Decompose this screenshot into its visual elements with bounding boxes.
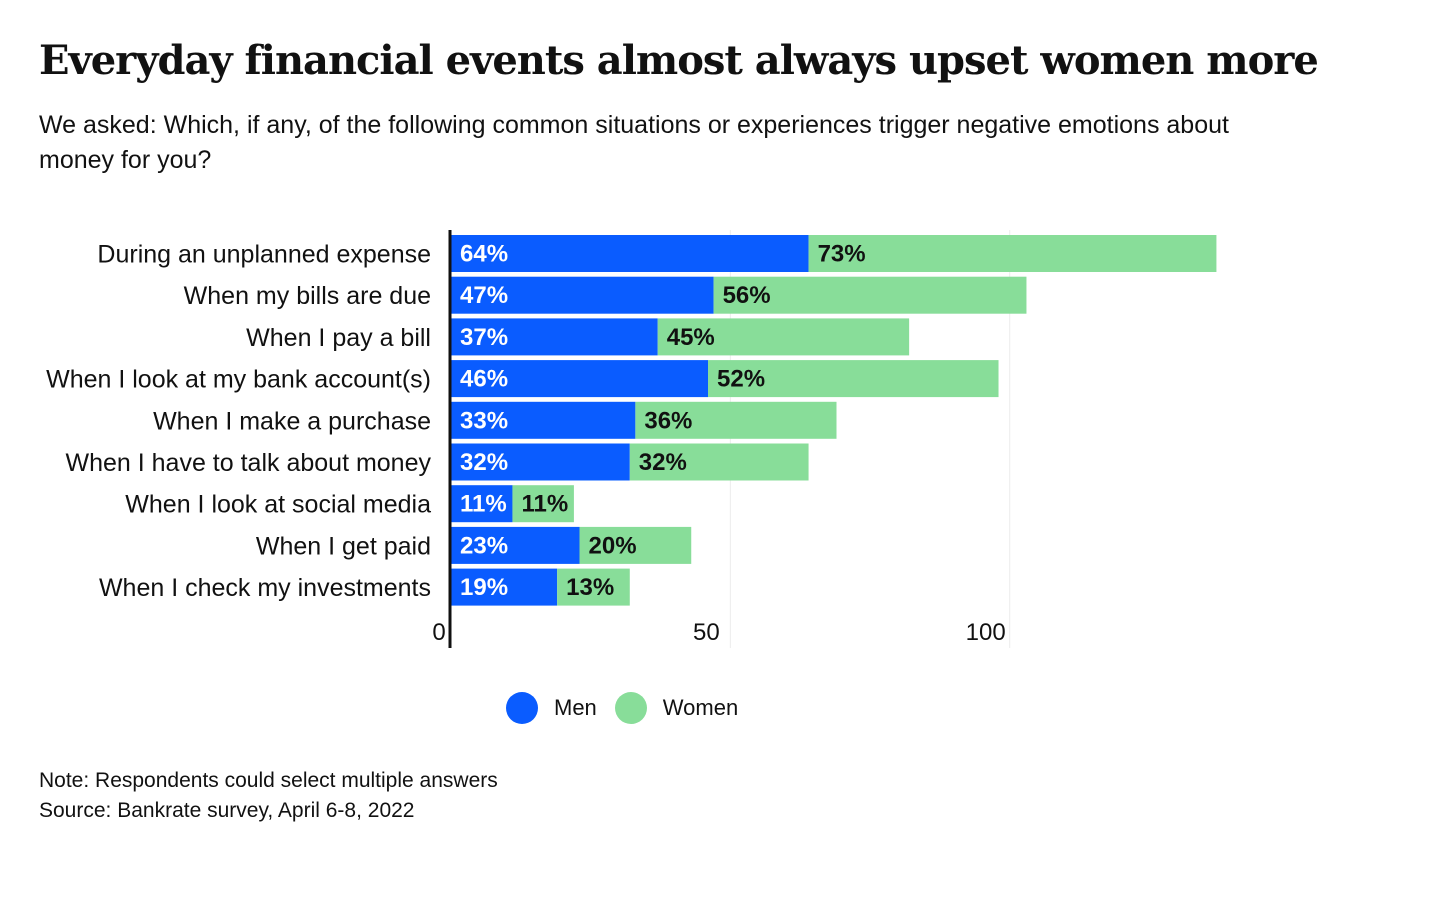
bar-men — [451, 401, 636, 439]
legend-swatch-women — [614, 692, 647, 724]
data-label-men: 32% — [460, 449, 508, 476]
legend-label-men: Men — [554, 695, 597, 720]
bar-men — [451, 276, 714, 314]
category-label: When I check my investments — [99, 574, 431, 602]
category-label: During an unplanned expense — [97, 241, 431, 269]
data-label-men: 47% — [460, 282, 508, 309]
legend: Men Women — [506, 692, 756, 724]
data-label-men: 64% — [460, 241, 508, 268]
data-label-women: 13% — [566, 574, 614, 601]
x-tick-label: 50 — [693, 619, 720, 646]
category-labels: During an unplanned expense When my bills… — [46, 241, 431, 603]
x-tick-label: 100 — [966, 619, 1006, 646]
category-label: When I look at my bank account(s) — [46, 366, 431, 394]
bar-men — [451, 360, 709, 398]
stacked-bar-chart: 64% 73% 47% 56% 37% 45% 46% 52% 33% 36% 32% 32% 11% 1… — [46, 230, 1217, 648]
bar-women — [808, 235, 1217, 272]
bar-women — [713, 276, 1027, 314]
data-label-women: 56% — [723, 282, 771, 309]
data-label-women: 73% — [818, 241, 866, 268]
legend-item-women: Women — [614, 692, 739, 724]
bar-women — [657, 318, 910, 356]
data-label-men: 19% — [460, 574, 508, 601]
data-label-men: 37% — [460, 324, 508, 351]
bar-women — [629, 443, 809, 481]
data-label-women: 11% — [521, 491, 568, 518]
data-label-men: 23% — [460, 532, 508, 559]
bar-men — [451, 443, 630, 481]
data-label-women: 52% — [717, 366, 765, 393]
bar-men — [451, 318, 658, 356]
bar-women — [708, 360, 999, 398]
data-label-women: 45% — [667, 324, 715, 351]
bar-women — [635, 401, 837, 439]
bar-men — [451, 485, 513, 523]
data-label-women: 36% — [644, 407, 692, 434]
data-label-men: 46% — [460, 366, 508, 393]
data-label-men: 33% — [460, 407, 508, 434]
legend-swatch-men — [506, 692, 538, 724]
data-label-women: 32% — [639, 449, 687, 476]
legend-item-men: Men — [506, 692, 597, 724]
footnotes: Note: Respondents could select multiple … — [39, 766, 498, 826]
chart-title: Everyday financial events almost always … — [39, 37, 1319, 84]
category-label: When my bills are due — [184, 282, 431, 310]
bars: 64% 73% 47% 56% 37% 45% 46% 52% 33% 36% 32% 32% 11% 1… — [451, 235, 1217, 606]
chart-subtitle: We asked: Which, if any, of the followin… — [39, 111, 1229, 174]
data-label-men: 11% — [460, 491, 507, 518]
bar-women — [579, 526, 692, 564]
x-axis-ticks: 0 50 100 — [432, 619, 1005, 646]
x-tick-label: 0 — [432, 619, 445, 646]
legend-label-women: Women — [662, 695, 739, 720]
category-label: When I make a purchase — [153, 407, 431, 435]
category-label: When I pay a bill — [246, 324, 431, 352]
bar-men — [451, 526, 580, 564]
source-text: Source: Bankrate survey, April 6-8, 2022 — [39, 799, 415, 822]
bar-men — [451, 235, 809, 272]
bar-women — [557, 568, 630, 606]
category-label: When I get paid — [256, 532, 431, 560]
category-label: When I have to talk about money — [66, 449, 432, 477]
note-text: Note: Respondents could select multiple … — [39, 769, 498, 792]
data-label-women: 20% — [589, 532, 637, 559]
category-label: When I look at social media — [125, 491, 431, 519]
bar-women — [512, 485, 574, 523]
bar-men — [451, 568, 558, 606]
